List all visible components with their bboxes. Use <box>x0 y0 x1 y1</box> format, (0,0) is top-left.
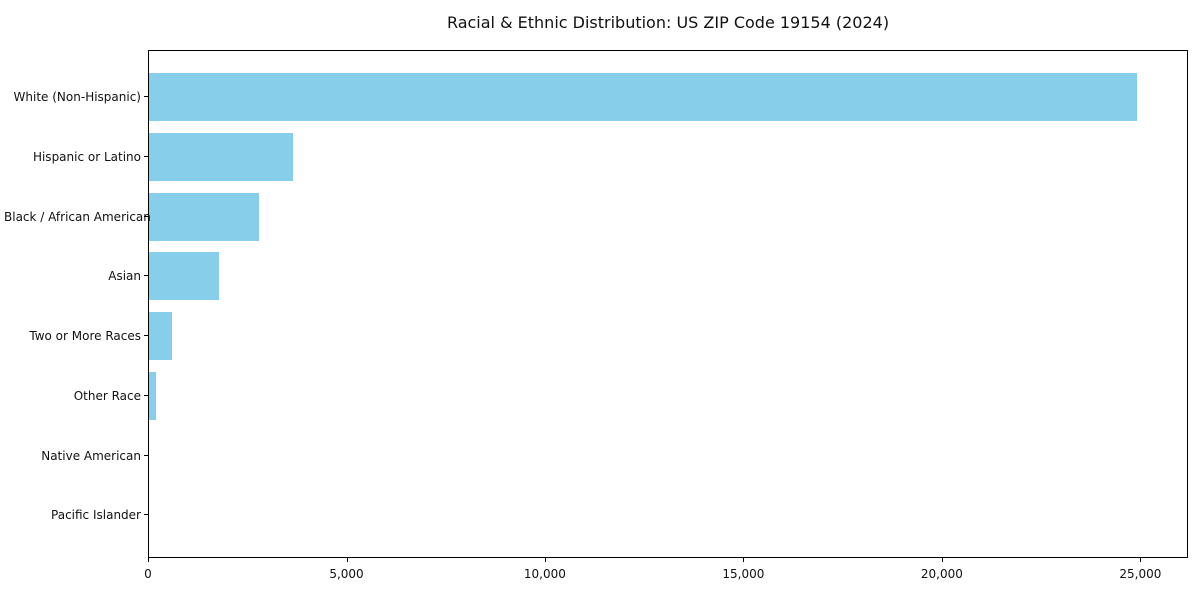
x-tick-mark <box>941 558 943 562</box>
bar-white-non-hispanic <box>149 73 1138 121</box>
bar-asian <box>149 252 219 301</box>
y-tick-mark <box>144 335 148 336</box>
bar-two-or-more-races <box>149 312 172 360</box>
y-tick-label-white-non-hispanic: White (Non-Hispanic) <box>13 90 141 104</box>
x-tick-label-10-000: 10,000 <box>523 567 566 581</box>
y-tick-mark <box>144 454 148 456</box>
x-tick-label-0: 0 <box>144 567 152 581</box>
y-tick-label-two-or-more-races: Two or More Races <box>29 329 141 343</box>
x-tick-mark <box>346 558 348 562</box>
x-tick-label-5-000: 5,000 <box>329 567 364 581</box>
y-tick-mark <box>144 96 148 97</box>
y-tick-mark <box>144 394 148 396</box>
bar-black-african-american <box>149 192 260 241</box>
y-tick-mark <box>144 514 148 516</box>
x-tick-label-25-000: 25,000 <box>1119 567 1162 581</box>
x-tick-mark <box>743 558 745 562</box>
y-tick-label-pacific-islander: Pacific Islander <box>51 508 141 523</box>
y-tick-label-black-african-american: Black / African American <box>4 209 151 224</box>
x-tick-mark <box>1140 558 1142 562</box>
y-tick-mark <box>144 155 148 157</box>
x-tick-mark <box>544 558 546 562</box>
y-tick-label-hispanic-or-latino: Hispanic or Latino <box>32 149 141 164</box>
plot-area <box>148 50 1188 558</box>
chart-title: Racial & Ethnic Distribution: US ZIP Cod… <box>446 13 890 32</box>
bar-other-race <box>149 371 156 420</box>
y-tick-label-other-race: Other Race <box>73 388 141 403</box>
y-tick-label-asian: Asian <box>108 269 141 284</box>
bar-hispanic-or-latino <box>149 132 294 181</box>
x-tick-label-15-000: 15,000 <box>722 567 765 581</box>
x-tick-label-20-000: 20,000 <box>920 567 963 581</box>
y-tick-label-native-american: Native American <box>41 448 141 463</box>
y-tick-mark <box>144 275 148 277</box>
x-tick-mark <box>148 558 149 562</box>
y-tick-mark <box>144 215 148 217</box>
